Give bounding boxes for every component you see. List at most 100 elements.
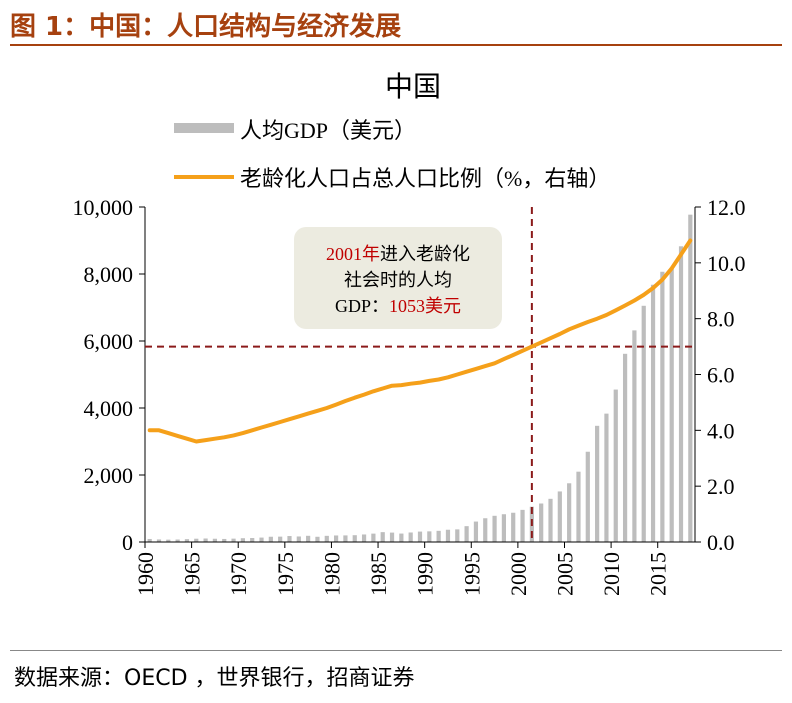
gdp-bar <box>343 535 348 542</box>
legend-bar-swatch <box>174 123 234 133</box>
x-tick-label: 1965 <box>180 552 205 596</box>
x-tick-label: 2015 <box>646 552 671 596</box>
gdp-bar <box>250 538 255 542</box>
annotation-line-1: 2001年进入老龄化 <box>326 244 470 264</box>
gdp-bar <box>548 498 553 542</box>
legend-bar-label: 人均GDP（美元） <box>240 118 416 143</box>
x-tick-label: 2010 <box>599 552 624 596</box>
plot-area: 0 2,000 4,000 6,000 8,000 10,000 0.0 2.0 4.0 6.0 8… <box>73 195 746 596</box>
gdp-bar <box>445 529 451 542</box>
gdp-bar <box>520 509 525 542</box>
gdp-bar <box>473 521 479 542</box>
gdp-bar <box>511 512 516 542</box>
aging-ratio-line <box>147 238 693 444</box>
gdp-bar <box>678 246 684 542</box>
x-tick-label: 1985 <box>366 552 391 596</box>
gdp-bar <box>650 284 656 542</box>
right-tick-label: 4.0 <box>707 418 735 443</box>
left-tick-label: 6,000 <box>84 329 134 354</box>
right-tick-label: 12.0 <box>707 195 746 220</box>
gdp-bar <box>371 533 376 542</box>
gdp-bar <box>268 536 273 542</box>
annotation-year: 2001年 <box>326 244 380 264</box>
gdp-bar <box>455 529 460 542</box>
chart: 中国 人均GDP（美元） 老龄化人口占总人口比例（%，右轴） 0 2,000 4,0… <box>73 71 746 596</box>
gdp-bar <box>212 538 218 542</box>
gdp-bar <box>278 536 283 542</box>
x-tick-label: 1990 <box>413 552 438 596</box>
x-tick-label: 1960 <box>133 552 158 596</box>
gdp-bar <box>231 538 236 542</box>
gdp-bar <box>380 532 385 542</box>
gdp-bar <box>539 503 544 542</box>
legend-line-label: 老龄化人口占总人口比例（%，右轴） <box>240 166 610 191</box>
gdp-bar <box>595 425 600 542</box>
gdp-bar <box>483 518 488 542</box>
left-tick-label: 2,000 <box>84 463 134 488</box>
gdp-bar <box>361 534 367 542</box>
gdp-bar <box>688 214 693 542</box>
gdp-bar <box>175 539 180 542</box>
source-rule <box>10 650 782 651</box>
right-tick-label: 2.0 <box>707 474 735 499</box>
gdp-bar <box>166 539 171 542</box>
annotation-text-1: 进入老龄化 <box>380 244 470 264</box>
right-tick-label: 6.0 <box>707 363 735 388</box>
chart-title: 中国 <box>385 71 441 103</box>
source-note: 数据来源：OECD ，世界银行，招商证券 <box>14 666 415 691</box>
gdp-bar <box>464 526 469 542</box>
x-tick-label: 2000 <box>506 552 531 596</box>
x-tick-label: 2005 <box>552 552 577 596</box>
gdp-bar <box>306 535 311 542</box>
gdp-bar <box>184 539 190 542</box>
x-tick-label: 1995 <box>459 552 484 596</box>
gdp-bar <box>296 536 301 542</box>
gdp-bar <box>660 271 665 542</box>
gdp-bar <box>240 538 245 542</box>
gdp-bar <box>315 536 320 542</box>
gdp-bar <box>557 491 562 542</box>
right-tick-label: 0.0 <box>707 530 735 555</box>
gdp-bar <box>567 483 572 542</box>
gdp-bar <box>259 537 264 542</box>
gdp-bar <box>324 535 329 542</box>
x-tick-label: 1975 <box>273 552 298 596</box>
annotation-value: 1053美元 <box>389 296 461 316</box>
gdp-bar <box>669 269 674 542</box>
left-tick-label: 0 <box>122 530 133 555</box>
annotation-box <box>294 227 502 329</box>
gdp-bar <box>427 531 432 542</box>
gdp-bar <box>417 531 423 542</box>
gdp-bar <box>436 530 441 542</box>
title-rule <box>10 44 782 46</box>
gdp-bar <box>147 538 152 542</box>
gdp-bar <box>194 538 199 542</box>
x-tick-label: 1980 <box>319 552 344 596</box>
gdp-bar <box>622 353 628 542</box>
gdp-bar <box>287 536 292 542</box>
right-tick-label: 8.0 <box>707 307 735 332</box>
left-tick-label: 4,000 <box>84 396 134 421</box>
annotation-text-3: GDP： <box>335 296 389 316</box>
annotation-line-2: 社会时的人均 <box>344 270 452 290</box>
gdp-bar <box>222 538 227 542</box>
gdp-bar <box>576 471 581 542</box>
gdp-bar <box>334 535 339 542</box>
gdp-bar <box>408 532 413 542</box>
annotation-line-3: GDP：1053美元 <box>335 296 461 316</box>
figure-title: 图 1：中国：人口结构与经济发展 <box>10 12 402 42</box>
gdp-bar <box>585 451 590 542</box>
gdp-bar <box>632 330 637 542</box>
gdp-bar <box>352 535 357 542</box>
gdp-bar <box>389 532 395 542</box>
gdp-bar <box>641 305 646 542</box>
left-tick-label: 8,000 <box>84 262 134 287</box>
gdp-bar <box>613 389 618 542</box>
x-tick-label: 1970 <box>226 552 251 596</box>
gdp-bar <box>492 515 497 542</box>
gdp-bar <box>604 413 609 542</box>
left-tick-label: 10,000 <box>73 195 134 220</box>
gdp-bar <box>501 514 506 542</box>
gdp-bar <box>399 533 404 542</box>
gdp-bar <box>203 538 208 542</box>
